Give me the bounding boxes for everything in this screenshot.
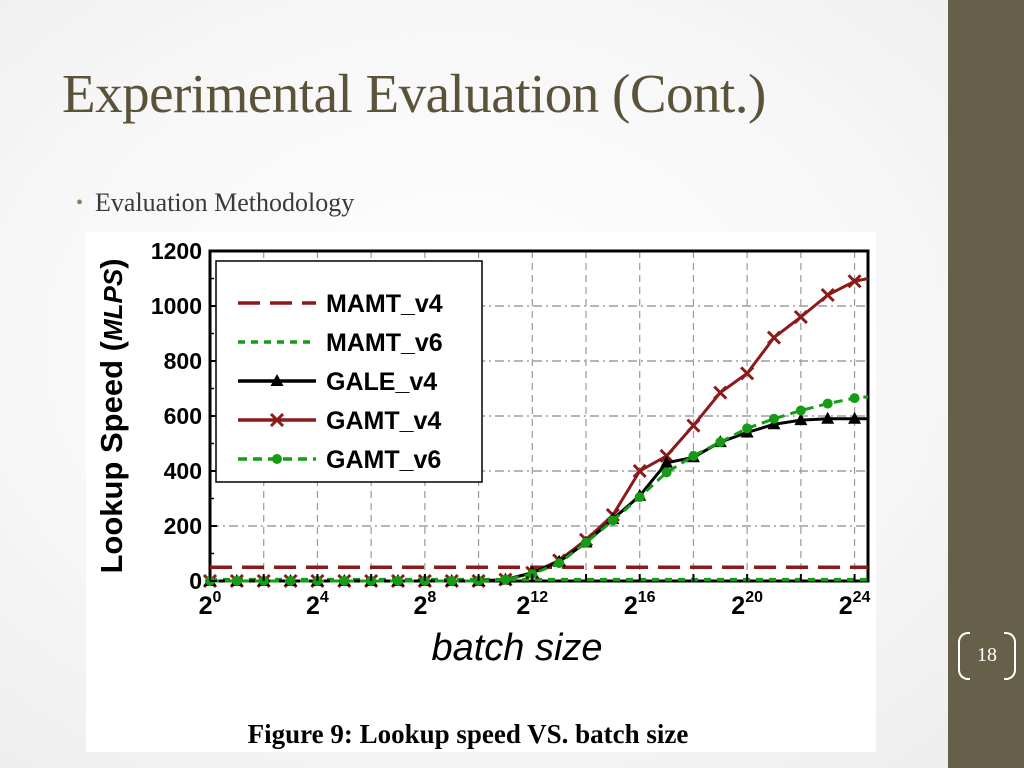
badge-left-bracket (958, 632, 970, 680)
x-tick-label: 20 (199, 589, 222, 620)
data-point-GAMT_v6 (231, 576, 242, 586)
data-point-GAMT_v6 (634, 492, 645, 503)
data-point-GAMT_v4 (686, 418, 701, 433)
data-point-GALE_v4 (821, 411, 835, 424)
data-point-GAMT_v6 (339, 576, 350, 586)
x-tick-label: 224 (839, 589, 871, 620)
data-point-GAMT_v4 (740, 366, 755, 381)
data-point-GALE_v4 (660, 455, 674, 468)
legend-label: GAMT_v4 (326, 407, 441, 435)
y-tick-label: 800 (164, 348, 202, 374)
data-point-GAMT_v6 (822, 398, 833, 409)
data-point-GAMT_v4-legend (269, 412, 285, 428)
y-tick-label: 1000 (151, 293, 202, 319)
x-tick-label: 220 (731, 589, 763, 620)
figure-caption: Figure 9: Lookup speed VS. batch size (248, 719, 689, 749)
data-point-GAMT_v6 (715, 437, 726, 448)
data-point-GAMT_v6 (285, 576, 296, 586)
legend-box (215, 260, 483, 483)
x-tick-label: 28 (413, 589, 436, 620)
data-point-GAMT_v4 (632, 463, 647, 479)
legend-label: MAMT_v4 (326, 290, 443, 318)
legend: MAMT_v4 MAMT_v6 GALE_v4 GAMT_v4 GAMT_v6 (215, 260, 483, 483)
data-point-GAMT_v6-legend (272, 454, 282, 464)
y-tick-label: 200 (164, 513, 202, 539)
data-point-GALE_v4 (848, 411, 862, 424)
data-point-GAMT_v6 (769, 413, 779, 424)
page-number-badge: 18 (958, 632, 1016, 680)
data-point-GAMT_v6 (795, 405, 806, 416)
figure-panel: 0 200 400 600 800 1000 1200 20 24 28 212 216 220 224 … (86, 232, 876, 752)
data-point-GAMT_v6 (581, 537, 591, 548)
data-point-GAMT_v4 (820, 287, 835, 303)
slide-title: Experimental Evaluation (Cont.) (62, 63, 766, 124)
legend-label: MAMT_v6 (326, 329, 443, 357)
legend-label: GAMT_v6 (326, 446, 441, 474)
y-axis-label: Lookup Speed (MLPS) (94, 258, 129, 573)
data-point-GAMT_v6 (607, 515, 618, 526)
data-point-GAMT_v6 (393, 576, 403, 586)
data-point-GAMT_v6 (688, 450, 699, 461)
data-point-GAMT_v4 (766, 330, 782, 345)
data-point-GALE_v4-legend (270, 374, 284, 386)
x-axis-label: batch size (431, 627, 602, 669)
data-point-GAMT_v4 (713, 385, 728, 400)
data-point-GAMT_v4 (847, 274, 862, 289)
y-tick-label: 1200 (151, 238, 202, 264)
y-tick-label: 600 (164, 403, 202, 429)
data-point-GAMT_v4 (793, 309, 808, 325)
data-point-GAMT_v6 (661, 467, 672, 478)
x-tick-label: 24 (306, 589, 329, 620)
data-point-GAMT_v6 (554, 558, 565, 569)
data-point-GALE_v4 (794, 413, 808, 426)
badge-right-bracket (1004, 632, 1016, 680)
x-tick-label: 216 (624, 589, 656, 620)
data-point-GAMT_v6 (742, 423, 753, 434)
bullet-text: Evaluation Methodology (95, 188, 355, 217)
y-tick-label: 0 (189, 568, 202, 594)
data-point-GAMT_v6 (849, 393, 860, 404)
bullet-item: • Evaluation Methodology (76, 188, 354, 218)
data-point-GAMT_v6 (446, 576, 457, 586)
legend-label: GALE_v4 (326, 368, 437, 396)
y-tick-label: 400 (164, 458, 202, 484)
x-tick-label: 212 (516, 589, 548, 620)
page-number: 18 (977, 643, 997, 666)
data-point-GAMT_v6 (500, 574, 511, 585)
bullet-dot-icon: • (76, 192, 84, 214)
